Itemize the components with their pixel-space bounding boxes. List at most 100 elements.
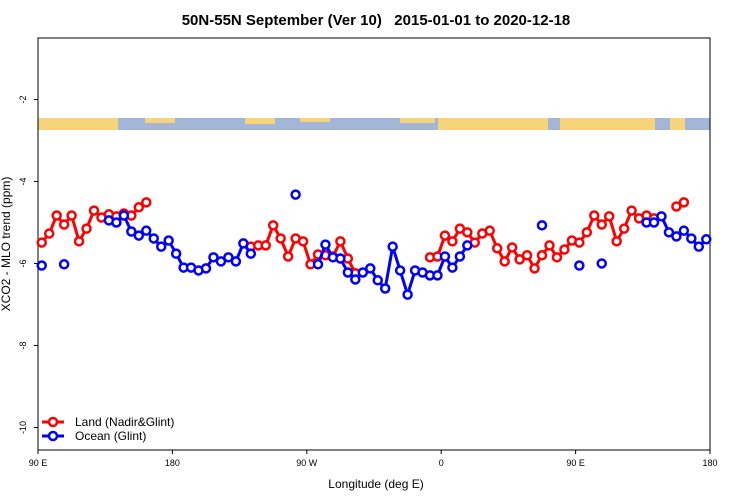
data-point	[88, 205, 100, 216]
data-point	[342, 267, 354, 278]
y-tick-label: -6	[18, 259, 28, 267]
data-point	[148, 233, 159, 244]
data-point	[51, 210, 62, 221]
x-tick-label: 90 E	[29, 458, 48, 468]
data-point	[671, 231, 682, 242]
data-point	[447, 262, 458, 273]
data-point	[238, 238, 249, 249]
data-point	[462, 240, 473, 251]
data-point	[118, 210, 130, 221]
x-tick-label: 90 W	[296, 458, 318, 468]
data-point	[200, 263, 212, 274]
data-point	[66, 210, 77, 221]
y-axis-label: XCO2 - MLO trend (ppm)	[0, 177, 13, 312]
legend-marker	[47, 430, 59, 442]
x-tick-label: 90 E	[566, 458, 585, 468]
data-point	[574, 237, 585, 248]
data-point	[267, 220, 279, 231]
data-point	[230, 256, 242, 267]
data-point	[432, 270, 443, 281]
x-tick-label: 180	[165, 458, 180, 468]
data-point	[379, 283, 391, 294]
data-point	[350, 274, 361, 285]
data-point	[648, 217, 660, 228]
data-point	[663, 227, 675, 238]
data-point	[462, 227, 473, 238]
data-point	[402, 289, 413, 300]
data-point	[36, 237, 47, 248]
chart-title: 50N-55N September (Ver 10) 2015-01-01 to…	[182, 12, 571, 29]
data-point	[491, 243, 503, 254]
data-point	[372, 275, 383, 286]
data-point	[141, 197, 152, 208]
data-point	[693, 241, 705, 252]
data-point	[297, 236, 309, 247]
data-point	[559, 244, 570, 255]
x-tick-label: 0	[439, 458, 444, 468]
data-point	[245, 248, 257, 259]
data-point	[163, 235, 174, 246]
data-point	[58, 219, 70, 230]
data-point	[282, 251, 294, 262]
data-point	[454, 251, 466, 262]
data-point	[574, 260, 585, 271]
y-tick-label: -8	[18, 341, 28, 349]
data-point	[439, 230, 451, 241]
data-point	[312, 259, 324, 270]
data-point	[529, 263, 540, 274]
plot-frame	[37, 37, 711, 451]
data-point	[678, 225, 690, 236]
data-point	[260, 240, 271, 251]
data-point	[514, 254, 525, 265]
x-tick-label: 180	[702, 458, 717, 468]
y-tick-label: -10	[18, 421, 28, 434]
land-ocean-band	[38, 118, 710, 130]
data-point	[335, 236, 346, 247]
data-point	[275, 233, 286, 244]
data-point	[596, 258, 607, 269]
data-point	[335, 253, 346, 264]
data-point	[618, 223, 630, 234]
data-point	[678, 197, 690, 208]
data-point	[506, 242, 518, 253]
data-point	[394, 265, 406, 276]
x-axis-label: Longitude (deg E)	[328, 477, 423, 491]
data-point	[133, 202, 145, 213]
y-tick-label: -2	[18, 95, 28, 103]
data-point	[656, 211, 667, 222]
data-point	[290, 189, 301, 200]
data-point	[170, 248, 182, 259]
data-point	[155, 241, 167, 252]
data-point	[439, 251, 451, 262]
data-point	[686, 233, 697, 244]
data-point	[536, 220, 548, 231]
legend-marker	[47, 416, 59, 428]
legend-label: Ocean (Glint)	[75, 429, 146, 443]
data-point	[447, 236, 458, 247]
data-point	[133, 230, 145, 241]
data-point	[215, 256, 227, 267]
data-point	[73, 236, 85, 247]
legend-label: Land (Nadir&Glint)	[75, 415, 174, 429]
data-point	[701, 234, 712, 245]
y-tick-label: -4	[18, 177, 28, 185]
data-point	[387, 241, 398, 252]
data-point	[603, 211, 615, 222]
data-point	[36, 260, 47, 271]
data-point	[223, 252, 234, 263]
data-point	[521, 250, 533, 261]
data-point	[58, 259, 70, 270]
data-point	[596, 219, 607, 230]
data-point	[357, 267, 369, 278]
data-point	[126, 226, 137, 237]
data-point	[544, 240, 555, 251]
data-point	[320, 239, 331, 250]
data-point	[208, 252, 219, 263]
data-point	[581, 227, 593, 238]
data-point	[589, 210, 600, 221]
data-point	[43, 228, 55, 239]
data-point	[111, 217, 122, 228]
data-point	[365, 263, 376, 274]
data-point	[499, 256, 510, 267]
